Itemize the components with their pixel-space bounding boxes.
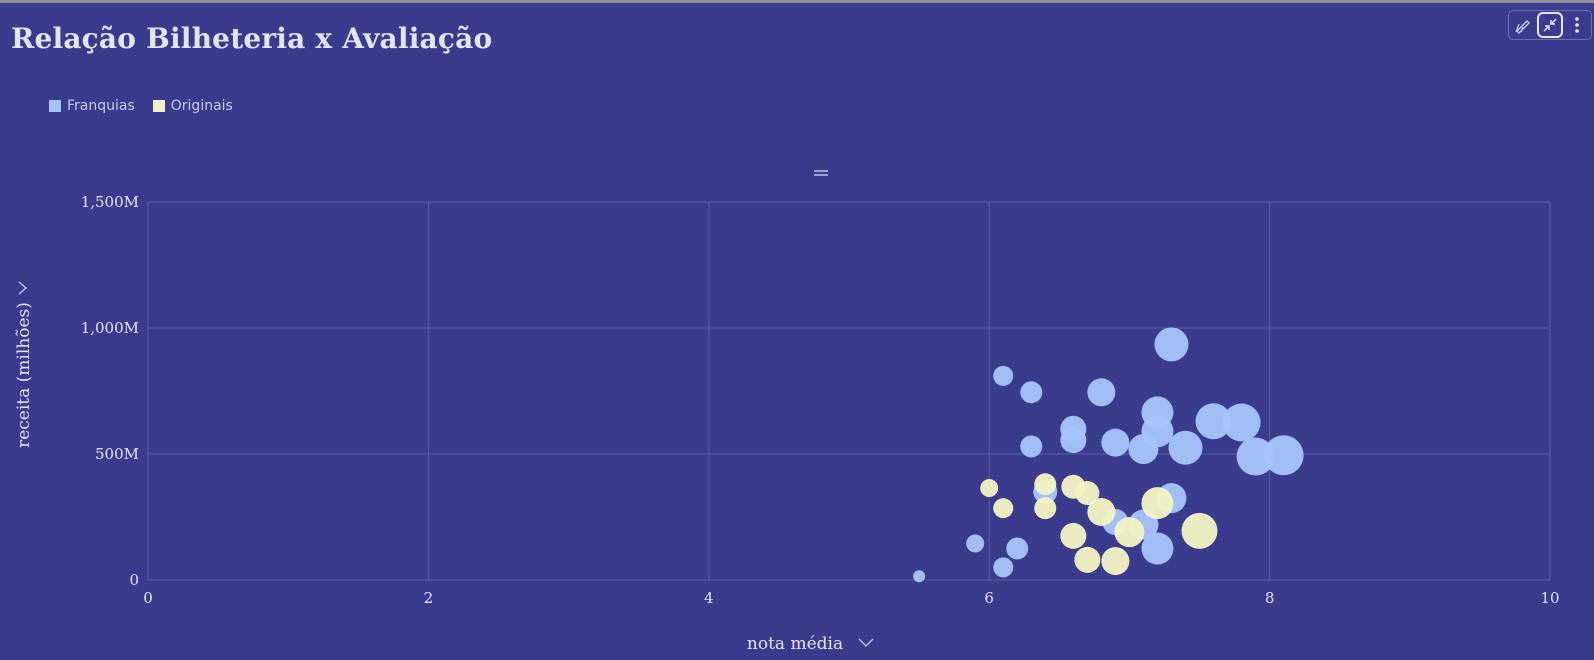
window-top-border [0, 0, 1594, 3]
chart-legend: Franquias Originais [49, 98, 233, 114]
data-point-franquias[interactable] [1020, 435, 1043, 458]
chart-title: Relação Bilheteria x Avaliação [11, 22, 493, 55]
data-point-franquias[interactable] [1101, 428, 1130, 457]
data-point-franquias[interactable] [1087, 378, 1116, 407]
chevron-right-icon[interactable] [18, 281, 27, 295]
data-point-franquias[interactable] [993, 557, 1014, 578]
edit-chart-button[interactable] [1510, 12, 1536, 38]
x-tick-label: 10 [1540, 589, 1559, 607]
edit-chart-icon [1515, 20, 1530, 34]
legend-swatch-franquias [49, 100, 61, 112]
data-point-originais[interactable] [980, 479, 999, 498]
data-point-franquias[interactable] [1006, 537, 1029, 560]
x-tick-label: 4 [704, 589, 714, 607]
data-point-franquias[interactable] [993, 365, 1014, 386]
y-tick-label: 1,000M [81, 319, 139, 337]
data-point-franquias[interactable] [1263, 435, 1304, 476]
data-point-originais[interactable] [993, 498, 1014, 519]
x-axis-label-group: nota média [747, 634, 874, 654]
y-axis-label[interactable]: receita (milhões) [14, 302, 34, 448]
data-point-originais[interactable] [1101, 547, 1130, 576]
data-point-franquias[interactable] [913, 570, 926, 583]
data-point-franquias[interactable] [1154, 327, 1189, 362]
y-tick-label: 0 [129, 571, 139, 589]
data-point-originais[interactable] [1074, 546, 1101, 573]
data-point-franquias[interactable] [966, 534, 985, 553]
legend-swatch-originais [152, 100, 165, 112]
collapse-button[interactable] [1536, 12, 1563, 38]
data-point-originais[interactable] [1034, 473, 1057, 496]
legend-label-franquias: Franquias [67, 98, 135, 114]
grid-lines [147, 201, 1551, 581]
data-point-franquias[interactable] [1168, 430, 1203, 465]
data-point-franquias[interactable] [1020, 381, 1043, 404]
more-options-icon [1575, 17, 1580, 33]
data-point-originais[interactable] [1034, 497, 1057, 520]
y-axis-ticks: 0 500M 1,000M 1,500M [81, 193, 139, 589]
data-point-franquias[interactable] [1141, 415, 1174, 448]
y-axis-label-group: receita (milhões) [14, 281, 34, 448]
legend-item-originais[interactable]: Originais [152, 98, 233, 114]
chart-toolbar [1508, 10, 1592, 40]
data-point-franquias[interactable] [1060, 427, 1087, 454]
data-point-originais[interactable] [1075, 481, 1100, 506]
y-tick-label: 500M [95, 445, 139, 463]
data-point-originais[interactable] [1114, 517, 1145, 548]
x-tick-label: 8 [1265, 589, 1275, 607]
data-point-originais[interactable] [1141, 487, 1174, 520]
x-axis-label[interactable]: nota média [747, 634, 843, 654]
x-tick-label: 2 [424, 589, 434, 607]
collapse-icon [1543, 18, 1557, 32]
y-tick-label: 1,500M [81, 193, 139, 211]
data-point-originais[interactable] [1060, 522, 1087, 549]
data-point-franquias[interactable] [1222, 403, 1261, 442]
data-points [913, 327, 1304, 583]
drag-handle-icon[interactable] [814, 170, 828, 176]
x-axis-ticks: 0 2 4 6 8 10 [143, 589, 1559, 607]
data-point-originais[interactable] [1087, 497, 1116, 526]
x-tick-label: 6 [984, 589, 994, 607]
legend-item-franquias[interactable]: Franquias [49, 98, 135, 114]
data-point-originais[interactable] [1181, 512, 1218, 549]
x-tick-label: 0 [143, 589, 153, 607]
data-point-franquias[interactable] [1195, 403, 1232, 440]
data-point-franquias[interactable] [1236, 437, 1275, 476]
data-point-franquias[interactable] [1141, 532, 1174, 565]
more-options-button[interactable] [1564, 12, 1590, 38]
chevron-down-icon[interactable] [858, 638, 874, 647]
legend-label-originais: Originais [170, 98, 233, 114]
